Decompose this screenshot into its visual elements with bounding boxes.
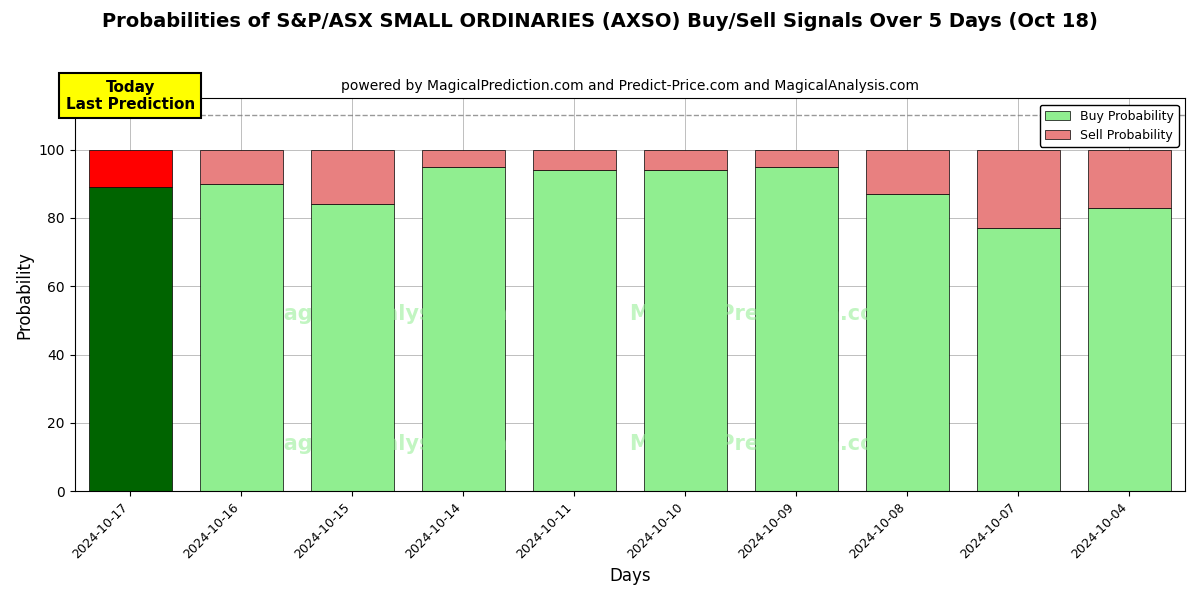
Bar (1088, 149, 1171, 208)
Legend: Buy Probability, Sell Probability: Buy Probability, Sell Probability (1040, 104, 1178, 147)
Bar (643, 170, 727, 491)
Bar (311, 204, 394, 491)
Bar (199, 184, 283, 491)
Bar (89, 149, 172, 187)
Bar (755, 167, 838, 491)
Bar (755, 149, 838, 167)
Bar (421, 167, 505, 491)
Bar (311, 149, 394, 204)
Bar (977, 149, 1060, 228)
Text: Today
Last Prediction: Today Last Prediction (66, 80, 194, 112)
Bar (865, 194, 949, 491)
Text: MagicalPrediction.com: MagicalPrediction.com (630, 304, 896, 325)
Bar (199, 149, 283, 184)
Bar (89, 187, 172, 491)
Text: MagicalAnalysis.com: MagicalAnalysis.com (263, 304, 508, 325)
Title: powered by MagicalPrediction.com and Predict-Price.com and MagicalAnalysis.com: powered by MagicalPrediction.com and Pre… (341, 79, 919, 93)
X-axis label: Days: Days (610, 567, 650, 585)
Text: MagicalPrediction.com: MagicalPrediction.com (630, 434, 896, 454)
Text: MagicalAnalysis.com: MagicalAnalysis.com (263, 434, 508, 454)
Bar (865, 149, 949, 194)
Bar (977, 228, 1060, 491)
Bar (421, 149, 505, 167)
Bar (533, 149, 616, 170)
Bar (643, 149, 727, 170)
Bar (533, 170, 616, 491)
Bar (1088, 208, 1171, 491)
Text: Probabilities of S&P/ASX SMALL ORDINARIES (AXSO) Buy/Sell Signals Over 5 Days (O: Probabilities of S&P/ASX SMALL ORDINARIE… (102, 12, 1098, 31)
Y-axis label: Probability: Probability (16, 251, 34, 339)
